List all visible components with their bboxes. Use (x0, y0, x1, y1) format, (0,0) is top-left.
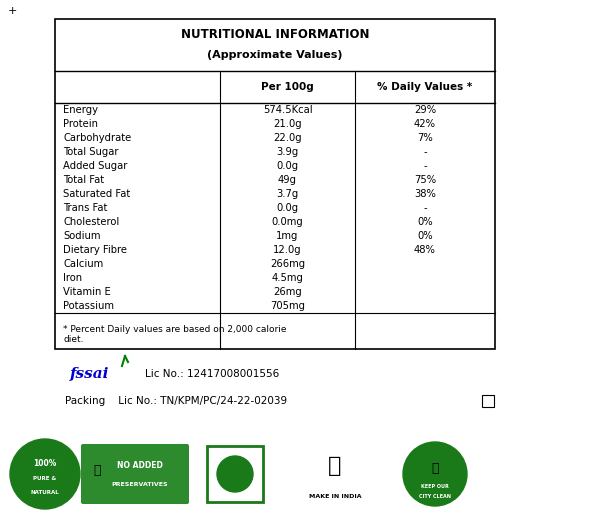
Bar (207, 446, 263, 502)
Circle shape (403, 442, 467, 506)
Text: 26mg: 26mg (273, 287, 302, 297)
Text: NATURAL: NATURAL (31, 489, 59, 495)
Text: Added Sugar: Added Sugar (63, 161, 127, 171)
Text: KEEP OUR: KEEP OUR (421, 484, 449, 488)
Text: 21.0g: 21.0g (273, 119, 302, 129)
Text: Packing    Lic No.: TN/KPM/PC/24-22-02039: Packing Lic No.: TN/KPM/PC/24-22-02039 (65, 396, 287, 406)
Text: 100%: 100% (34, 459, 56, 469)
Text: 29%: 29% (414, 105, 436, 115)
Text: * Percent Daily values are based on 2,000 calorie
diet.: * Percent Daily values are based on 2,00… (63, 325, 287, 345)
Text: NO ADDED: NO ADDED (117, 461, 163, 471)
Circle shape (217, 456, 253, 492)
Text: 705mg: 705mg (270, 301, 305, 311)
Text: 0.0g: 0.0g (277, 203, 299, 213)
Text: 3.7g: 3.7g (277, 189, 299, 199)
Text: CITY CLEAN: CITY CLEAN (419, 494, 451, 499)
Text: Iron: Iron (63, 273, 82, 283)
Text: NUTRITIONAL INFORMATION: NUTRITIONAL INFORMATION (181, 28, 369, 40)
Text: 48%: 48% (414, 245, 436, 255)
Text: Total Sugar: Total Sugar (63, 147, 119, 157)
Text: 42%: 42% (414, 119, 436, 129)
Text: Trans Fat: Trans Fat (63, 203, 107, 213)
Text: 75%: 75% (414, 175, 436, 185)
Text: % Daily Values *: % Daily Values * (377, 82, 473, 92)
Text: 12.0g: 12.0g (273, 245, 302, 255)
Text: MAKE IN INDIA: MAKE IN INDIA (308, 494, 361, 499)
Text: 0.0g: 0.0g (277, 161, 299, 171)
Text: Protein: Protein (63, 119, 98, 129)
Text: 🌿: 🌿 (93, 463, 101, 476)
Circle shape (10, 439, 80, 509)
Bar (482, 395, 494, 407)
Text: Calcium: Calcium (63, 259, 103, 269)
Text: 266mg: 266mg (270, 259, 305, 269)
Text: 🦁: 🦁 (328, 456, 341, 476)
Text: Cholesterol: Cholesterol (63, 217, 119, 227)
Text: PURE &: PURE & (34, 476, 56, 482)
Text: Sodium: Sodium (63, 231, 101, 241)
Text: Dietary Fibre: Dietary Fibre (63, 245, 127, 255)
Text: -: - (423, 147, 427, 157)
Text: 3.9g: 3.9g (277, 147, 299, 157)
Text: Lic No.: 12417008001556: Lic No.: 12417008001556 (145, 369, 279, 379)
Bar (55, 19, 495, 349)
Text: +: + (7, 6, 17, 16)
Text: 0.0mg: 0.0mg (272, 217, 304, 227)
Text: Total Fat: Total Fat (63, 175, 104, 185)
Text: -: - (423, 203, 427, 213)
Text: PRESERVATIVES: PRESERVATIVES (112, 482, 169, 486)
Text: -: - (423, 161, 427, 171)
FancyBboxPatch shape (81, 444, 189, 504)
Text: (Approximate Values): (Approximate Values) (207, 50, 343, 60)
Text: fssai: fssai (70, 367, 109, 381)
Text: 38%: 38% (414, 189, 436, 199)
Text: Per 100g: Per 100g (261, 82, 314, 92)
Text: Energy: Energy (63, 105, 98, 115)
Text: Potassium: Potassium (63, 301, 114, 311)
Text: 7%: 7% (417, 133, 433, 143)
Text: Saturated Fat: Saturated Fat (63, 189, 130, 199)
Text: 22.0g: 22.0g (273, 133, 302, 143)
Text: 0%: 0% (417, 231, 433, 241)
Text: 49g: 49g (278, 175, 297, 185)
Text: 574.5Kcal: 574.5Kcal (263, 105, 313, 115)
Text: 🗑: 🗑 (431, 461, 439, 474)
Text: 4.5mg: 4.5mg (272, 273, 304, 283)
Text: Vitamin E: Vitamin E (63, 287, 111, 297)
Text: 1mg: 1mg (277, 231, 299, 241)
Text: 0%: 0% (417, 217, 433, 227)
Text: Carbohydrate: Carbohydrate (63, 133, 131, 143)
